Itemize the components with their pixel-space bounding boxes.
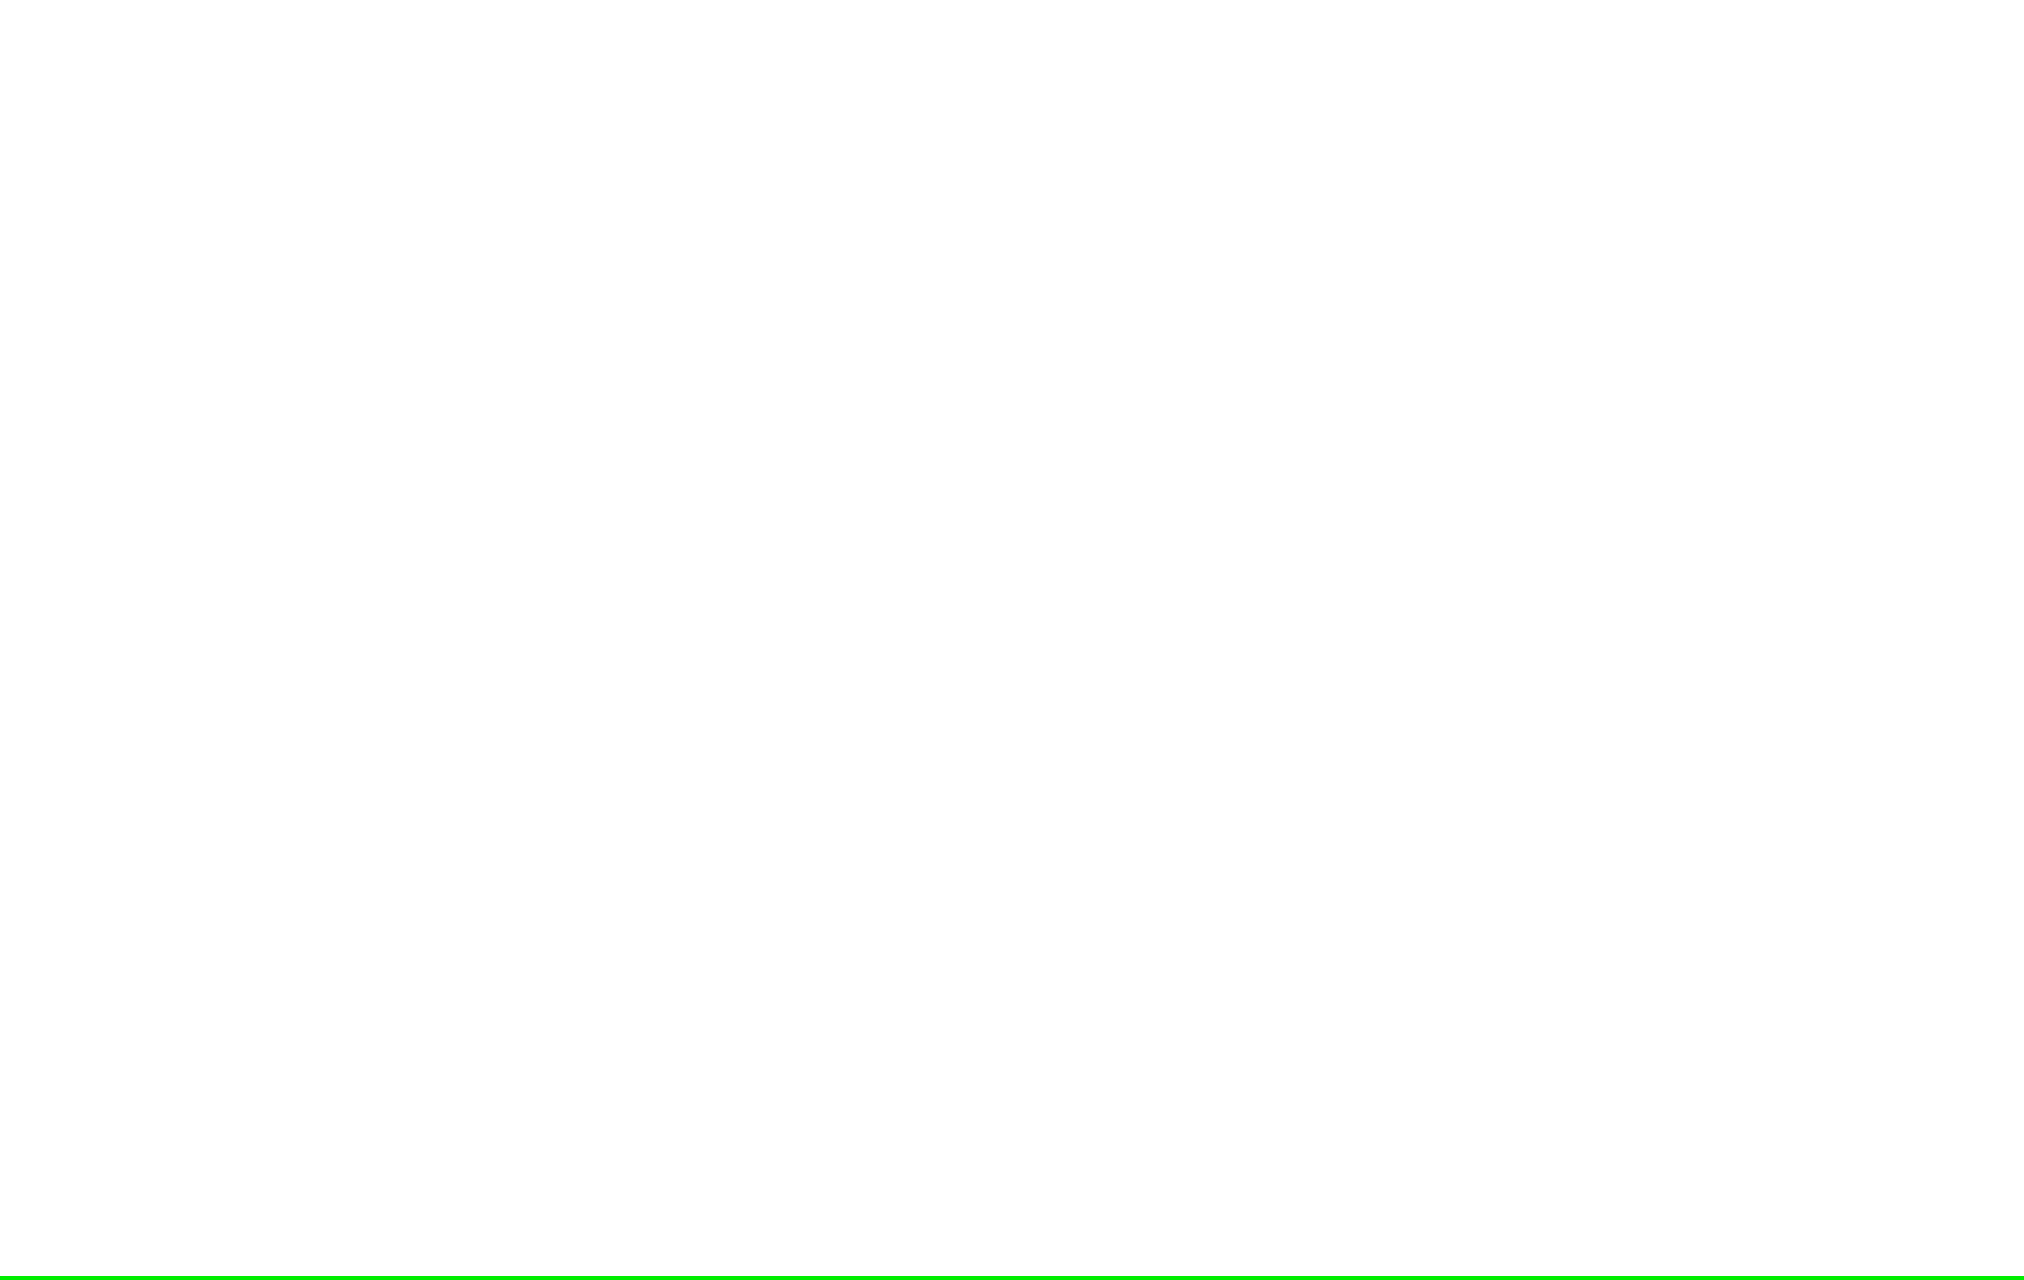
bottom-border: [0, 1276, 2024, 1280]
sheet-title: [775, 0, 950, 24]
